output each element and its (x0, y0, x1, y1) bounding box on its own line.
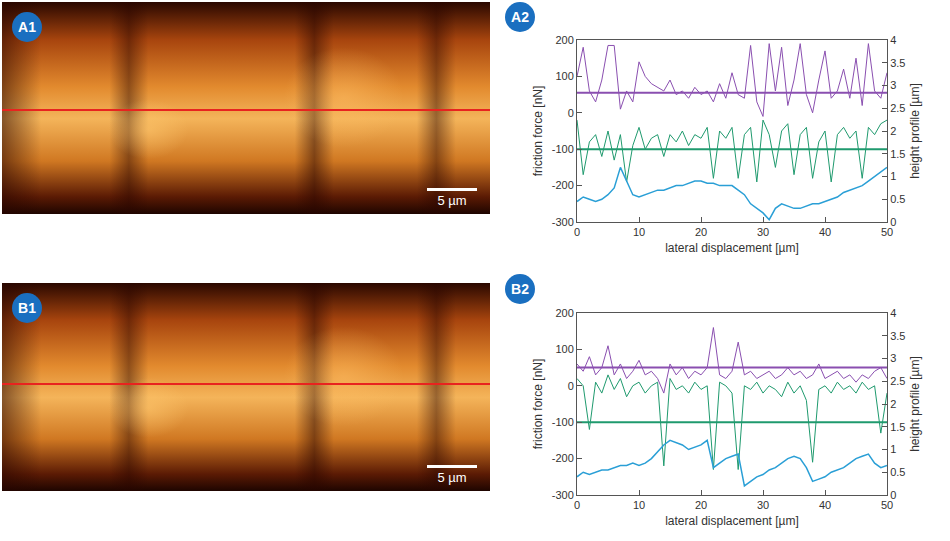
svg-text:-200: -200 (552, 179, 574, 191)
html-text:A1: A1 (18, 19, 36, 35)
svg-text:30: 30 (757, 226, 769, 238)
svg-text:0.5: 0.5 (890, 466, 905, 478)
svg-text:3: 3 (890, 352, 896, 364)
svg-text:3.5: 3.5 (890, 330, 905, 342)
svg-text:1.5: 1.5 (890, 148, 905, 160)
svg-text:50: 50 (881, 499, 893, 511)
html-text:B1: B1 (18, 300, 36, 316)
svg-text:4: 4 (890, 34, 896, 46)
html-text:B2: B2 (511, 281, 529, 297)
svg-text:-100: -100 (552, 143, 574, 155)
svg-text:30: 30 (757, 499, 769, 511)
svg-text:100: 100 (555, 70, 573, 82)
svg-text:40: 40 (819, 226, 831, 238)
svg-text:-300: -300 (552, 216, 574, 228)
svg-text:10: 10 (633, 499, 645, 511)
svg-text:200: 200 (555, 307, 573, 319)
html-text:A2: A2 (511, 9, 529, 25)
svg-text:40: 40 (819, 499, 831, 511)
svg-text:0: 0 (574, 499, 580, 511)
svg-text:200: 200 (555, 34, 573, 46)
svg-text:3.5: 3.5 (890, 57, 905, 69)
svg-text:3: 3 (890, 79, 896, 91)
svg-text:friction force [nN]: friction force [nN] (531, 359, 545, 450)
svg-text:100: 100 (555, 343, 573, 355)
svg-text:lateral displacement [µm]: lateral displacement [µm] (665, 241, 799, 255)
svg-text:2.5: 2.5 (890, 375, 905, 387)
svg-text:1: 1 (890, 443, 896, 455)
svg-text:1: 1 (890, 170, 896, 182)
svg-text:0: 0 (890, 489, 896, 501)
svg-text:0: 0 (890, 216, 896, 228)
svg-text:0: 0 (568, 107, 574, 119)
svg-text:20: 20 (695, 499, 707, 511)
svg-text:1.5: 1.5 (890, 421, 905, 433)
svg-text:height profile [µm]: height profile [µm] (908, 83, 922, 179)
svg-text:10: 10 (633, 226, 645, 238)
svg-text:-100: -100 (552, 416, 574, 428)
svg-text:height profile [µm]: height profile [µm] (908, 356, 922, 452)
svg-text:2.5: 2.5 (890, 102, 905, 114)
svg-text:50: 50 (881, 226, 893, 238)
svg-text:2: 2 (890, 125, 896, 137)
svg-text:2: 2 (890, 398, 896, 410)
html-text:5 µm: 5 µm (437, 193, 467, 208)
svg-text:4: 4 (890, 307, 896, 319)
html-text:5 µm: 5 µm (437, 470, 467, 485)
svg-text:0: 0 (568, 380, 574, 392)
svg-text:friction force [nN]: friction force [nN] (531, 86, 545, 177)
svg-text:lateral displacement [µm]: lateral displacement [µm] (665, 514, 799, 528)
svg-text:-300: -300 (552, 489, 574, 501)
svg-text:0.5: 0.5 (890, 193, 905, 205)
svg-text:0: 0 (574, 226, 580, 238)
svg-text:-200: -200 (552, 452, 574, 464)
svg-text:20: 20 (695, 226, 707, 238)
